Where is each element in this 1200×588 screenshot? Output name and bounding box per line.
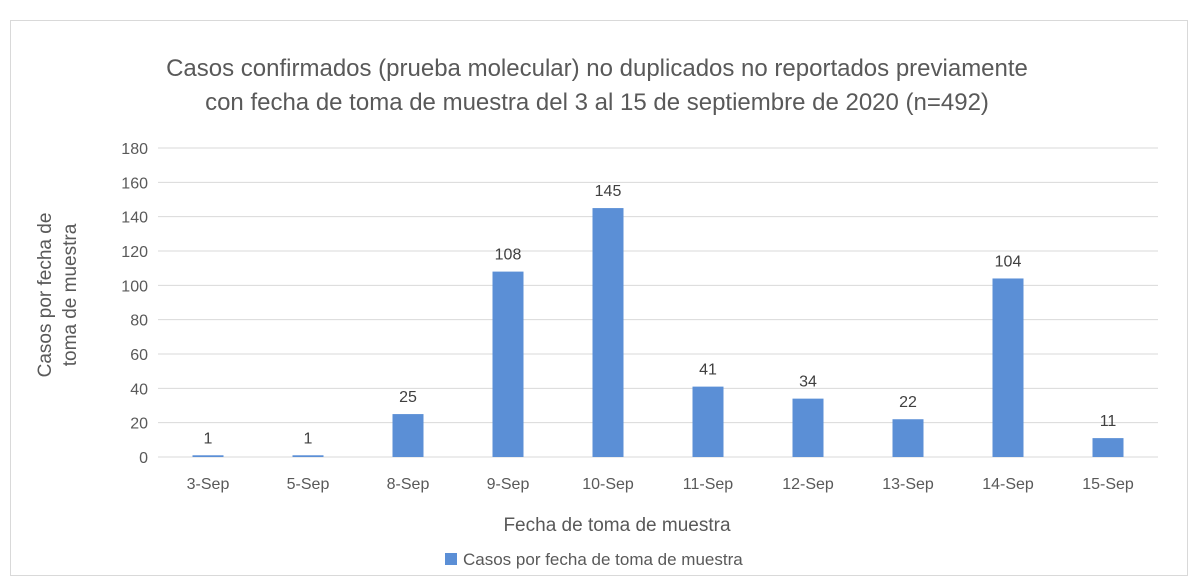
x-axis-title: Fecha de toma de muestra (503, 515, 730, 536)
data-label-14-Sep: 104 (995, 253, 1022, 270)
data-label-9-Sep: 108 (495, 247, 522, 264)
y-tick-label: 140 (121, 210, 148, 227)
y-tick-label: 20 (130, 416, 148, 433)
legend: Casos por fecha de toma de muestra (445, 550, 743, 569)
data-label-3-Sep: 1 (204, 430, 213, 447)
chart-frame: Casos confirmados (prueba molecular) no … (10, 20, 1188, 576)
data-label-12-Sep: 34 (799, 374, 817, 391)
x-tick-label: 15-Sep (1082, 476, 1134, 493)
data-label-13-Sep: 22 (899, 394, 917, 411)
y-axis-title-line-2: toma de muestra (60, 223, 81, 366)
gridlines (158, 147, 1158, 458)
x-tick-label: 11-Sep (683, 476, 734, 493)
chart-title-line-1: Casos confirmados (prueba molecular) no … (166, 55, 1028, 82)
bar-15-Sep (1092, 438, 1124, 457)
x-tick-label: 3-Sep (187, 476, 230, 493)
chart-title: Casos confirmados (prueba molecular) no … (166, 55, 1028, 116)
x-tick-label: 12-Sep (782, 476, 834, 493)
chart-title-line-2: con fecha de toma de muestra del 3 al 15… (205, 89, 989, 116)
y-tick-label: 180 (121, 141, 148, 158)
bar-9-Sep (492, 271, 524, 457)
x-tick-label: 9-Sep (487, 476, 530, 493)
bar-5-Sep (292, 455, 324, 457)
y-tick-label: 80 (130, 313, 148, 330)
x-tick-label: 8-Sep (387, 476, 430, 493)
legend-label: Casos por fecha de toma de muestra (463, 550, 743, 569)
y-tick-label: 40 (130, 381, 148, 398)
y-axis-ticks: 0 20 40 60 80 100 120 140 160 180 (121, 141, 148, 467)
data-label-10-Sep: 145 (595, 183, 622, 200)
bars (192, 208, 1124, 457)
x-axis-ticks: 3-Sep 5-Sep 8-Sep 9-Sep 10-Sep 11-Sep 12-Sep 13… (187, 476, 1134, 493)
y-axis-title: Casos por fecha de toma de muestra (35, 213, 81, 378)
data-label-8-Sep: 25 (399, 389, 417, 406)
x-tick-label: 14-Sep (982, 476, 1034, 493)
data-label-15-Sep: 11 (1100, 413, 1117, 430)
y-tick-label: 100 (121, 278, 148, 295)
y-tick-label: 160 (121, 175, 148, 192)
data-label-5-Sep: 1 (304, 430, 313, 447)
bar-chart: Casos confirmados (prueba molecular) no … (35, 55, 1158, 569)
bar-13-Sep (892, 419, 924, 457)
x-tick-label: 10-Sep (582, 476, 634, 493)
x-tick-label: 13-Sep (882, 476, 934, 493)
bar-11-Sep (692, 386, 724, 457)
x-tick-label: 5-Sep (287, 476, 330, 493)
y-tick-label: 0 (139, 450, 148, 467)
legend-swatch (445, 553, 457, 565)
bar-3-Sep (192, 455, 224, 457)
bar-12-Sep (792, 398, 824, 457)
y-axis-title-line-1: Casos por fecha de (35, 213, 56, 378)
bar-10-Sep (592, 208, 624, 457)
data-label-11-Sep: 41 (699, 362, 717, 379)
bar-8-Sep (392, 414, 424, 457)
y-tick-label: 60 (130, 347, 148, 364)
bar-14-Sep (992, 278, 1024, 457)
y-tick-label: 120 (121, 244, 148, 261)
